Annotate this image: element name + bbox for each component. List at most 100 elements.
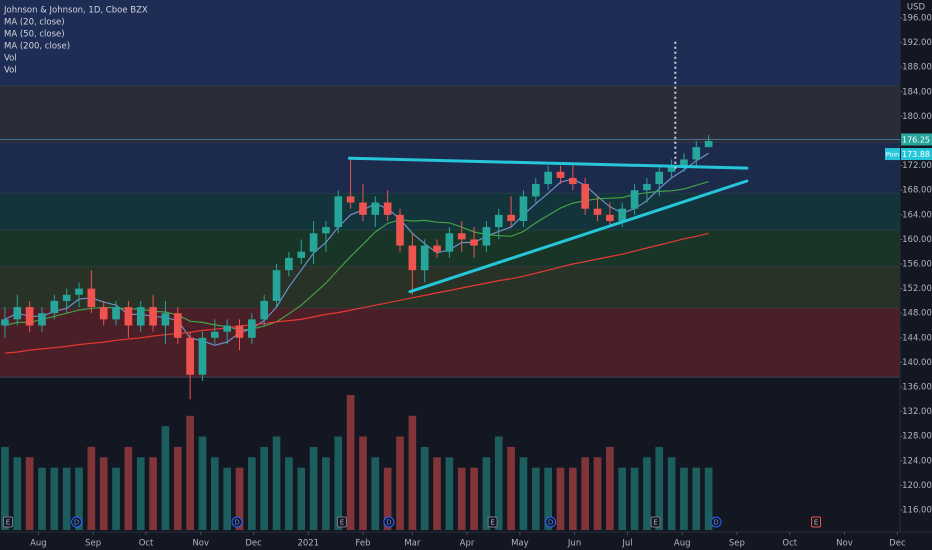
- y-tick-label: 116.00: [902, 506, 932, 516]
- moving-average: [4, 152, 709, 346]
- candle-body: [25, 307, 34, 326]
- volume-bar: [25, 457, 34, 530]
- candle-body: [136, 307, 145, 326]
- volume-bar: [457, 467, 466, 530]
- x-tick-label: Apr: [460, 539, 475, 549]
- candle-body: [161, 313, 170, 326]
- volume-bar: [408, 415, 417, 530]
- volume-bar: [124, 446, 133, 530]
- candle-body: [272, 270, 281, 301]
- candle-body: [531, 184, 540, 197]
- x-tick-label: Mar: [404, 539, 421, 549]
- candle-body: [556, 171, 565, 178]
- y-tick-label: 120.00: [902, 481, 932, 491]
- candle-body: [223, 325, 231, 332]
- zone: [0, 0, 900, 86]
- y-tick-label: 148.00: [902, 309, 932, 319]
- x-tick-label: Nov: [836, 539, 853, 549]
- candle-body: [445, 233, 454, 252]
- volume-bar: [38, 467, 46, 530]
- y-tick-label: 144.00: [902, 333, 932, 343]
- chart-title: Johnson & Johnson, 1D, Cboe BZX: [3, 6, 148, 16]
- volume-bar: [371, 457, 380, 530]
- event-marker: [710, 516, 722, 528]
- volume-bar: [494, 436, 503, 530]
- event-label: D: [234, 519, 239, 527]
- price-tag-label: 176.25: [902, 135, 930, 144]
- candle-body: [420, 245, 429, 271]
- zone: [0, 142, 900, 194]
- volume-bar: [260, 446, 269, 530]
- x-tick-label: Aug: [30, 539, 47, 549]
- legend-entry: MA (200, close): [4, 42, 70, 52]
- x-tick-label: 2021: [297, 539, 319, 549]
- volume-bar: [581, 457, 590, 530]
- x-tick-label: Aug: [674, 539, 691, 549]
- candle-body: [346, 196, 355, 203]
- zone: [0, 193, 900, 231]
- candle-body: [334, 196, 343, 228]
- volume-bar: [482, 457, 491, 530]
- candle-body: [507, 214, 515, 221]
- candle-body: [99, 307, 108, 320]
- candle-body: [482, 227, 491, 246]
- y-tick-label: 184.00: [902, 87, 932, 97]
- volume-bar: [445, 457, 454, 530]
- y-tick-label: 132.00: [902, 407, 932, 417]
- candle-body: [359, 202, 367, 215]
- y-tick-label: 156.00: [902, 260, 932, 270]
- event-label: D: [713, 519, 718, 527]
- y-tick-label: 160.00: [902, 235, 932, 245]
- event-label: D: [386, 519, 391, 527]
- volume-bar: [655, 446, 664, 530]
- volume-bar: [248, 457, 256, 530]
- candle-body: [692, 147, 701, 160]
- volume-bar: [396, 436, 404, 530]
- legend-entry: Vol: [4, 54, 17, 64]
- volume-bar: [149, 457, 157, 530]
- candle-body: [13, 307, 22, 320]
- volume-bar: [322, 457, 330, 530]
- candle-body: [593, 208, 602, 215]
- candle-body: [309, 233, 318, 252]
- event-marker: [545, 516, 557, 528]
- candle-body: [433, 245, 441, 252]
- candle-body: [186, 337, 194, 375]
- volume-bar: [210, 457, 219, 530]
- volume-bar: [235, 467, 244, 530]
- x-tick-label: Dec: [245, 539, 262, 549]
- volume-bar: [618, 467, 627, 530]
- candle-body: [198, 337, 207, 375]
- candle-body: [383, 202, 392, 215]
- trendline: [347, 156, 749, 170]
- x-tick-label: Sep: [729, 539, 745, 549]
- x-tick-label: Oct: [139, 539, 154, 549]
- volume-bar: [643, 457, 651, 530]
- volume-bar: [470, 467, 478, 530]
- volume-bar: [433, 457, 441, 530]
- candle-body: [297, 251, 306, 258]
- legend-entry: MA (50, close): [4, 30, 65, 40]
- candle-body: [62, 294, 71, 301]
- candle-body: [494, 214, 503, 228]
- candle-body: [75, 288, 83, 295]
- volume-bar: [531, 467, 540, 530]
- volume-bar: [173, 446, 182, 530]
- y-tick-label: 128.00: [902, 432, 932, 442]
- candle-body: [704, 141, 713, 148]
- event-marker: [811, 516, 822, 528]
- candle-body: [87, 288, 96, 308]
- y-tick-label: 124.00: [902, 456, 932, 466]
- candle-body: [470, 239, 478, 246]
- candle-body: [112, 307, 120, 320]
- volume-bar: [87, 446, 96, 530]
- candle-body: [630, 190, 639, 209]
- volume-bar: [593, 457, 602, 530]
- candle-body: [1, 319, 9, 326]
- volume-bar: [272, 436, 281, 530]
- y-tick-label: 196.00: [902, 14, 932, 24]
- candle-body: [655, 171, 664, 185]
- event-label: D: [74, 519, 79, 527]
- price-tag-name: Poin: [886, 151, 900, 159]
